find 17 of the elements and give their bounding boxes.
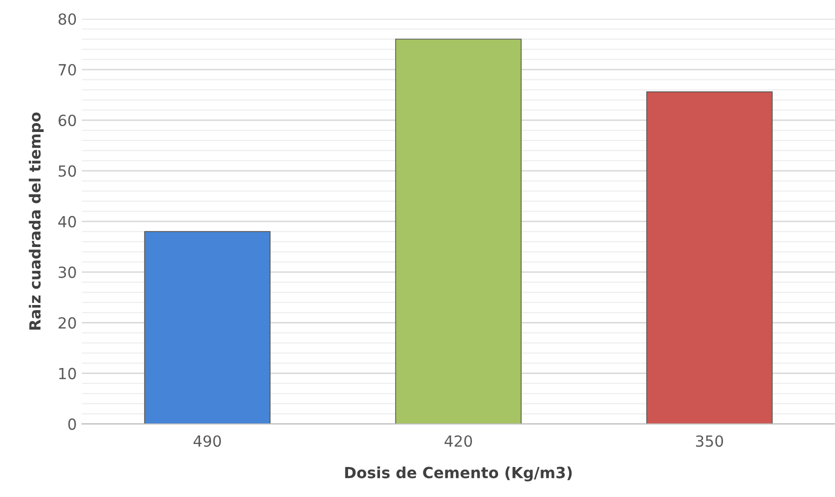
y-tick-label: 60 bbox=[58, 114, 76, 126]
y-tick-label: 0 bbox=[68, 418, 76, 430]
y-tick-label: 10 bbox=[59, 368, 76, 380]
y-tick-label: 30 bbox=[58, 266, 76, 278]
y-tick-label: 80 bbox=[58, 13, 76, 25]
x-tick-label: 490 bbox=[194, 435, 221, 447]
y-tick-label: 20 bbox=[58, 317, 76, 329]
y-tick-label: 50 bbox=[58, 165, 76, 177]
x-tick-label: 350 bbox=[696, 435, 724, 447]
y-tick-label: 40 bbox=[58, 216, 76, 228]
y-axis-title: Raiz cuadrada del tiempo bbox=[28, 112, 44, 330]
x-tick-label: 420 bbox=[444, 435, 472, 447]
bar bbox=[646, 91, 773, 424]
y-tick-label: 70 bbox=[58, 64, 76, 76]
bar bbox=[395, 38, 522, 424]
x-axis-title: Dosis de Cemento (Kg/m3) bbox=[345, 466, 572, 482]
bar bbox=[144, 231, 271, 424]
